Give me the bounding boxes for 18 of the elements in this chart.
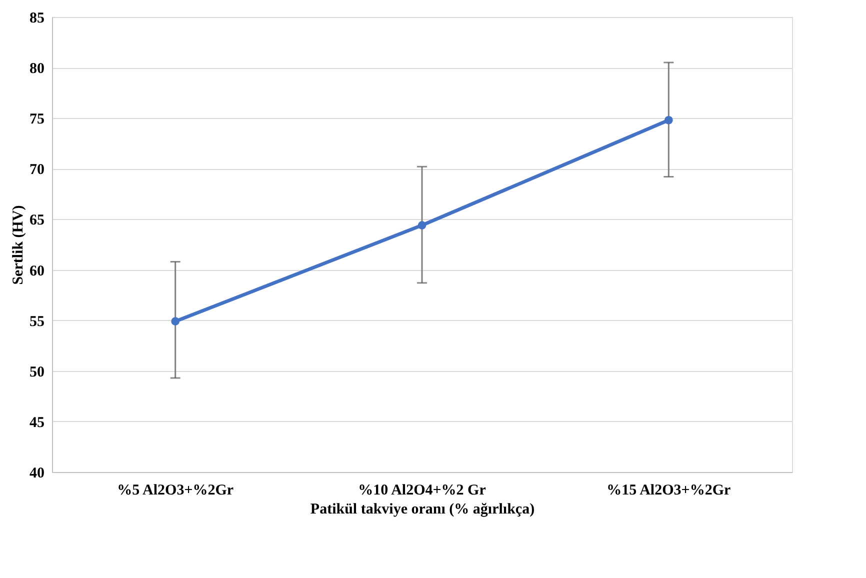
y-tick-label: 60 — [30, 263, 44, 280]
x-tick-label: %5 Al2O3+%2Gr — [117, 482, 234, 498]
point — [171, 317, 180, 326]
y-tick-label: 85 — [30, 10, 44, 26]
y-tick-label: 75 — [30, 112, 44, 128]
y-tick-label: 40 — [30, 466, 44, 482]
point — [664, 116, 673, 124]
y-tick-label: 80 — [30, 61, 44, 78]
y-tick-label: 50 — [30, 364, 44, 380]
y-tick-label: 55 — [30, 314, 44, 330]
x-axis-title: Patikül takviye oranı (% ağırlıkça) — [310, 502, 535, 518]
y-tick-label: 65 — [30, 212, 44, 229]
point — [418, 221, 426, 230]
y-tick-label: 45 — [30, 414, 44, 431]
y-axis-title: Sertlik (HV) — [10, 205, 26, 285]
x-tick-label: %15 Al2O3+%2Gr — [606, 482, 731, 498]
x-tick-label: %10 Al2O4+%2 Gr — [358, 482, 486, 498]
y-tick-label: 70 — [30, 162, 44, 178]
